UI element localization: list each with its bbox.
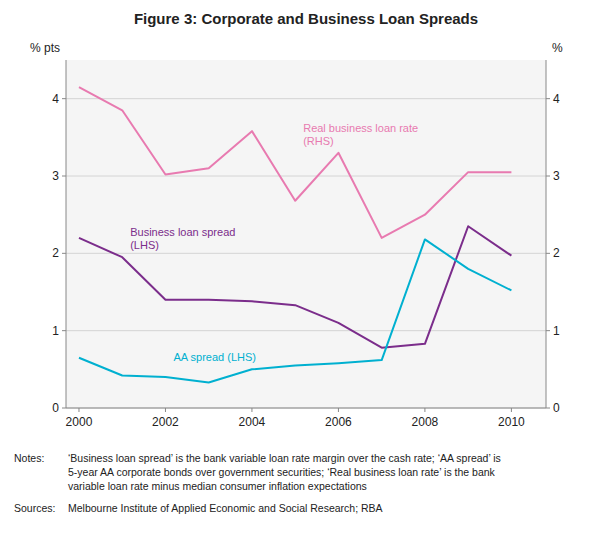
grid-line	[66, 176, 546, 177]
notes-line: ‘Business loan spread’ is the bank varia…	[68, 452, 501, 464]
x-tick-label: 2004	[239, 415, 266, 429]
y-tick	[62, 330, 66, 331]
x-tick-label: 2002	[152, 415, 179, 429]
sources-label: Sources:	[14, 502, 55, 514]
x-tick-label: 2000	[66, 415, 93, 429]
y2-tick	[546, 330, 550, 331]
annotation: Real business loan rate(RHS)	[303, 122, 418, 147]
annotation-line: (LHS)	[130, 239, 159, 251]
y-tick	[62, 253, 66, 254]
y-tick-label: 1	[52, 324, 59, 338]
x-tick-label: 2006	[325, 415, 352, 429]
y-axis-line	[66, 60, 67, 408]
x-tick	[338, 408, 339, 412]
annotation-line: AA spread (LHS)	[173, 351, 256, 363]
notes-text: ‘Business loan spread’ is the bank varia…	[68, 452, 501, 492]
plot-area	[66, 60, 546, 408]
y2-tick-label: 2	[553, 246, 560, 260]
notes-line: variable loan rate minus median consumer…	[68, 480, 367, 492]
annotation: AA spread (LHS)	[173, 351, 256, 363]
series-line	[79, 239, 511, 382]
x-tick-label: 2010	[498, 415, 525, 429]
sources-text: Melbourne Institute of Applied Economic …	[68, 502, 383, 514]
y2-tick-label: 1	[553, 324, 560, 338]
x-tick	[78, 408, 79, 412]
annotation: Business loan spread(LHS)	[130, 226, 235, 251]
grid-line	[66, 330, 546, 331]
y-tick-label: 0	[52, 401, 59, 415]
y2-tick-label: 4	[553, 92, 560, 106]
notes-line: 5-year AA corporate bonds over governmen…	[68, 466, 496, 478]
y2-tick	[546, 176, 550, 177]
y-axis-label: % pts	[30, 41, 60, 55]
grid-line	[66, 98, 546, 99]
y-tick-label: 2	[52, 246, 59, 260]
x-tick	[511, 408, 512, 412]
grid-line	[66, 408, 546, 409]
series-group	[79, 87, 511, 382]
annotation-line: (RHS)	[303, 135, 334, 147]
annotation-line: Business loan spread	[130, 226, 235, 238]
title: Figure 3: Corporate and Business Loan Sp…	[134, 10, 478, 27]
y-tick	[62, 408, 66, 409]
chart: 2000 2002 2004 2006 2008 2010 0 1 2 3 4 0 1 2 3 4 % pts%…	[0, 0, 600, 546]
y-tick-label: 4	[52, 92, 59, 106]
y2-tick-label: 3	[553, 169, 560, 183]
x-tick	[251, 408, 252, 412]
grid-line	[66, 253, 546, 254]
y2-tick	[546, 408, 550, 409]
x-tick	[165, 408, 166, 412]
annotation-line: Real business loan rate	[303, 122, 418, 134]
y2-tick	[546, 98, 550, 99]
y-tick	[62, 98, 66, 99]
series-line	[79, 226, 511, 347]
y2-axis-label: %	[552, 41, 563, 55]
x-tick-label: 2008	[412, 415, 439, 429]
y2-tick-label: 0	[553, 401, 560, 415]
y2-axis-line	[546, 60, 547, 408]
y2-tick	[546, 253, 550, 254]
x-tick	[424, 408, 425, 412]
x-axis-line	[66, 408, 546, 409]
y-tick	[62, 176, 66, 177]
series-line	[79, 87, 511, 238]
notes-label: Notes:	[14, 452, 44, 464]
y-tick-label: 3	[52, 169, 59, 183]
